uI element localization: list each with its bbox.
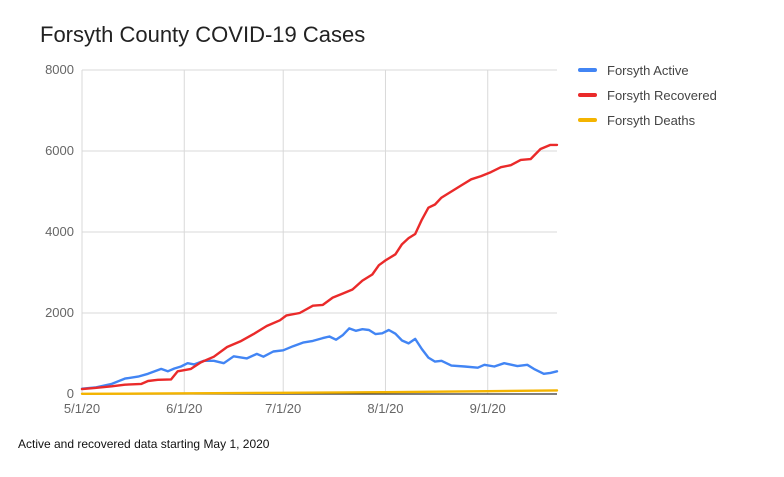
y-tick-label: 0	[67, 386, 74, 401]
grid-lines	[81, 69, 557, 394]
chart-title: Forsyth County COVID-19 Cases	[40, 22, 365, 47]
legend: Forsyth Active Forsyth Recovered Forsyth D…	[578, 63, 717, 128]
y-tick-label: 8000	[45, 62, 74, 77]
footnote: Active and recovered data starting May 1…	[18, 437, 270, 451]
y-tick-label: 4000	[45, 224, 74, 239]
legend-label: Forsyth Recovered	[607, 88, 717, 103]
x-tick-label: 7/1/20	[265, 401, 301, 416]
y-tick-label: 6000	[45, 143, 74, 158]
legend-label: Forsyth Deaths	[607, 113, 696, 128]
axes: 0 2000 4000 6000 8000 5/1/20 6/1/20 7/1/20 8/1/2…	[45, 62, 557, 416]
series-line-forsyth-active	[80, 327, 559, 390]
y-tick-label: 2000	[45, 305, 74, 320]
x-tick-label: 8/1/20	[367, 401, 403, 416]
x-tick-label: 5/1/20	[64, 401, 100, 416]
series-line-forsyth-deaths	[80, 389, 559, 395]
x-tick-label: 9/1/20	[470, 401, 506, 416]
legend-label: Forsyth Active	[607, 63, 689, 78]
x-tick-label: 6/1/20	[166, 401, 202, 416]
series-line-forsyth-recovered	[80, 143, 559, 391]
series-lines	[80, 143, 559, 395]
